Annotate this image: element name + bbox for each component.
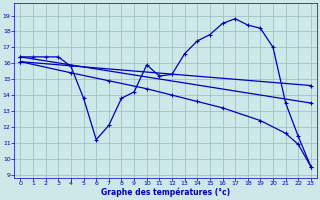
X-axis label: Graphe des températures (°c): Graphe des températures (°c) xyxy=(101,188,230,197)
